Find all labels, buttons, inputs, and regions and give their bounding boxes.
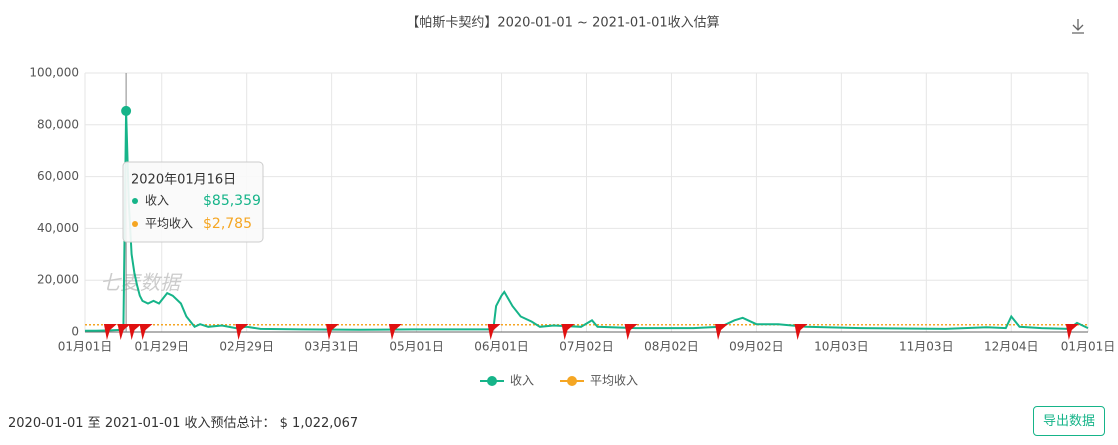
event-flag bbox=[715, 324, 729, 340]
x-tick-label: 10月03日 bbox=[814, 340, 869, 354]
y-tick-label: 60,000 bbox=[37, 169, 79, 183]
x-tick-label: 01月01日 bbox=[58, 340, 113, 354]
x-tick-label: 07月02日 bbox=[559, 340, 614, 354]
x-tick-label: 09月02日 bbox=[729, 340, 784, 354]
x-tick-label: 05月01日 bbox=[389, 340, 444, 354]
tooltip-value: $2,785 bbox=[203, 216, 252, 232]
chart: 【帕斯卡契约】2020-01-01 ~ 2021-01-01收入估算 0 20,0… bbox=[29, 16, 1116, 388]
event-flag bbox=[624, 324, 638, 340]
event-flag bbox=[128, 324, 142, 340]
y-tick-label: 40,000 bbox=[37, 221, 79, 235]
event-flag bbox=[1065, 324, 1079, 340]
x-tick-label: 01月29日 bbox=[134, 340, 189, 354]
legend-dot bbox=[487, 376, 497, 386]
event-flag bbox=[103, 324, 117, 340]
chart-title: 【帕斯卡契约】2020-01-01 ~ 2021-01-01收入估算 bbox=[406, 16, 719, 31]
summary: 2020-01-01 至 2021-01-01 收入预估总计： bbox=[8, 416, 276, 431]
event-flag bbox=[139, 324, 153, 340]
y-tick-label: 20,000 bbox=[37, 273, 79, 287]
tooltip-title: 2020年01月16日 bbox=[131, 173, 236, 188]
x-tick-label: 06月01日 bbox=[474, 340, 529, 354]
event-flag bbox=[235, 324, 249, 340]
x-tick-label: 12月04日 bbox=[984, 340, 1039, 354]
y-tick-label: 100,000 bbox=[29, 66, 79, 80]
export-button[interactable]: 导出数据 bbox=[1033, 406, 1105, 436]
x-tick-label: 08月02日 bbox=[644, 340, 699, 354]
tooltip-name: 平均收入 bbox=[145, 217, 193, 231]
tooltip-name: 收入 bbox=[145, 194, 169, 208]
event-flag bbox=[487, 324, 501, 340]
y-tick-label: 80,000 bbox=[37, 117, 79, 131]
event-flag bbox=[794, 324, 808, 340]
tooltip-box bbox=[122, 161, 264, 243]
x-tick-label: 11月03日 bbox=[899, 340, 954, 354]
tooltip-value: $85,359 bbox=[203, 193, 261, 209]
legend-dot bbox=[567, 376, 577, 386]
tooltip-dot bbox=[132, 198, 138, 204]
total: $ 1,022,067 bbox=[279, 416, 359, 431]
watermark: 七麦数据 bbox=[100, 271, 183, 295]
event-flag bbox=[117, 324, 131, 340]
x-tick-label: 02月29日 bbox=[219, 340, 274, 354]
x-tick-label: 03月31日 bbox=[304, 340, 359, 354]
tooltip-dot bbox=[132, 221, 138, 227]
event-flag bbox=[561, 324, 575, 340]
event-flag bbox=[325, 324, 339, 340]
y-tick-label: 0 bbox=[71, 325, 79, 339]
footer: 2020-01-01 至 2021-01-01 收入预估总计： $ 1,022,… bbox=[8, 412, 358, 431]
event-flag bbox=[388, 324, 402, 340]
highlight-point bbox=[121, 105, 132, 116]
legend-label: 收入 bbox=[510, 374, 534, 388]
download-glyph bbox=[1072, 19, 1084, 34]
legend-label: 平均收入 bbox=[590, 374, 638, 388]
download-icon[interactable] bbox=[1072, 19, 1084, 34]
x-tick-label: 01月01日 bbox=[1061, 340, 1116, 354]
